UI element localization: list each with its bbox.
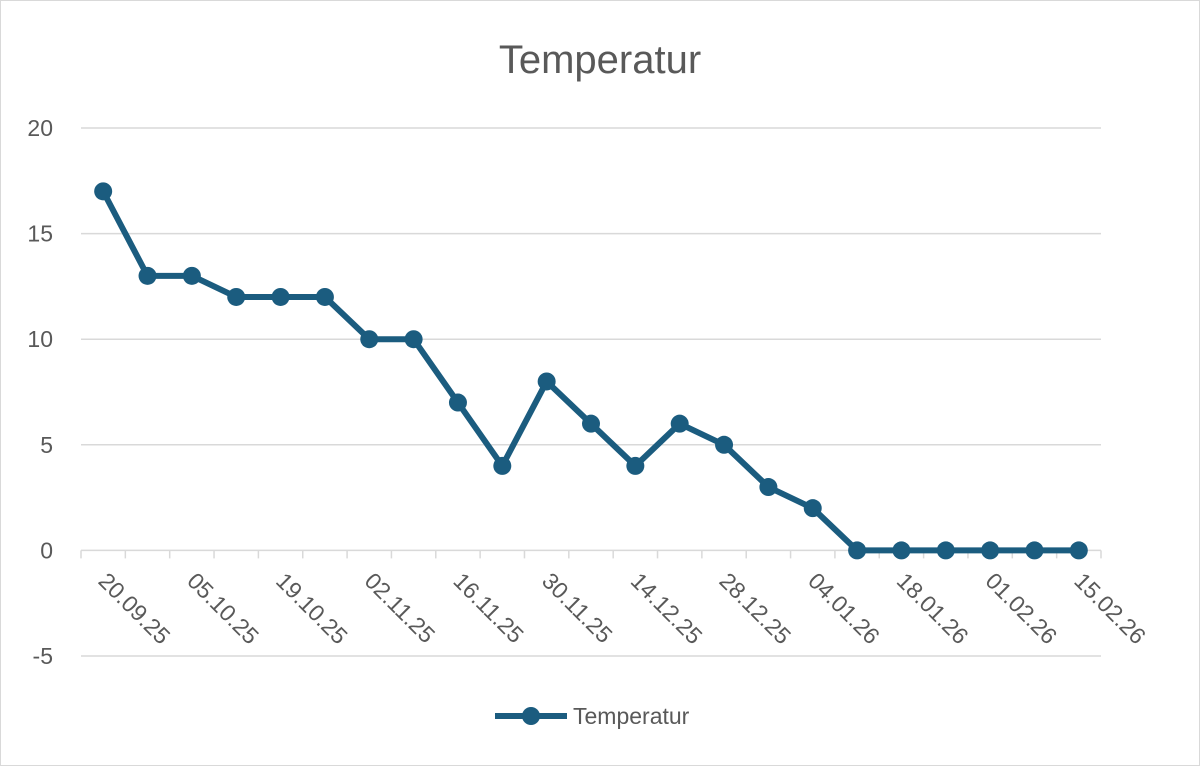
data-point <box>404 330 423 349</box>
x-tick-label: 19.10.25 <box>271 568 353 650</box>
gridlines <box>80 127 1102 657</box>
chart-title: Temperatur <box>499 38 701 82</box>
x-axis-tick-labels: 20.09.25 05.10.25 19.10.25 02.11.25 16.11.25… <box>94 568 1151 650</box>
x-tick-label: 02.11.25 <box>360 568 440 648</box>
data-point <box>582 414 600 433</box>
data-point <box>1025 541 1044 560</box>
data-point <box>360 330 379 349</box>
data-point <box>271 287 290 306</box>
data-point <box>1069 541 1088 560</box>
legend-label-temperatur: Temperatur <box>573 703 690 729</box>
y-tick-label: 5 <box>40 432 53 458</box>
data-point <box>448 393 467 412</box>
data-point <box>227 287 246 306</box>
data-point <box>803 499 822 518</box>
data-point <box>759 478 778 497</box>
y-tick-label: -5 <box>33 643 53 669</box>
y-axis-tick-labels: -5 0 5 10 15 20 <box>27 115 53 669</box>
legend-marker-swatch <box>522 707 540 725</box>
x-tick-label: 18.01.26 <box>892 568 974 650</box>
data-point <box>981 541 1000 560</box>
data-point <box>182 266 201 285</box>
data-point <box>315 287 334 306</box>
data-point <box>848 541 867 560</box>
y-tick-label: 0 <box>40 537 53 563</box>
x-tick-label: 30.11.25 <box>537 568 617 648</box>
legend: Temperatur <box>495 703 690 729</box>
y-tick-label: 15 <box>27 221 53 247</box>
x-tick-label: 28.12.25 <box>715 568 797 650</box>
y-tick-label: 20 <box>27 115 53 141</box>
x-tick-label: 15.02.26 <box>1069 568 1151 650</box>
data-point <box>670 414 689 433</box>
data-point <box>493 456 512 475</box>
data-point <box>715 435 734 454</box>
x-tick-label: 20.09.25 <box>94 568 176 650</box>
series-line <box>100 188 1082 554</box>
data-point <box>936 541 955 560</box>
series-temperatur <box>94 182 1088 560</box>
x-tick-label: 16.11.25 <box>448 568 528 648</box>
data-point <box>892 541 911 560</box>
x-tick-label: 01.02.26 <box>981 568 1063 650</box>
data-point <box>138 266 157 285</box>
data-point <box>626 456 645 475</box>
x-tick-label: 14.12.25 <box>626 568 708 650</box>
data-point <box>537 372 556 391</box>
y-tick-label: 10 <box>27 326 53 352</box>
x-tick-label: 04.01.26 <box>803 568 885 650</box>
x-tick-label: 05.10.25 <box>182 568 264 650</box>
data-point <box>94 182 113 201</box>
